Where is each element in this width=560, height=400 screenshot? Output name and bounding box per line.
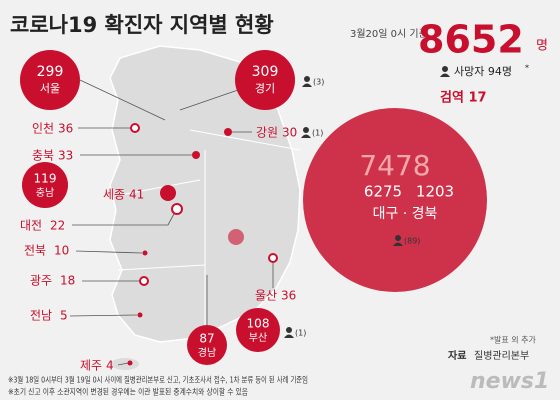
ulsan-dot <box>268 253 278 263</box>
quarantine: 검역 17 <box>440 90 487 106</box>
incheon-count: 36 <box>58 122 73 136</box>
basis: 3월20일 0시 기준 <box>350 28 428 40</box>
jeonnam-dot <box>137 312 143 318</box>
chungbuk-name: 충북 <box>32 149 54 163</box>
chungbuk-dot <box>192 151 200 159</box>
incheon-dot <box>130 123 140 133</box>
seoul-name: 서울 <box>40 82 60 95</box>
daejeon-count: 22 <box>50 219 65 233</box>
incheon-name: 인천 <box>32 121 54 136</box>
gyeongnam-circle <box>187 325 227 365</box>
chungnam-name: 충남 <box>36 187 54 199</box>
footnote: ※3월 18일 0시부터 3월 19일 0시 사이에 질병관리본부로 신고, 기… <box>8 375 308 385</box>
busan-count: 108 <box>247 317 270 331</box>
daegu-count: 6275 <box>364 183 402 201</box>
leader <box>69 314 138 317</box>
leader <box>72 211 176 226</box>
daegu-gyeongbuk-circle <box>303 108 487 292</box>
gyeongbuk-count: 1203 <box>416 183 454 201</box>
sejong-dot <box>160 185 176 201</box>
deaths-note: * <box>525 64 529 73</box>
gwangju-count: 18 <box>60 274 75 288</box>
jeonbuk-count: 10 <box>54 244 69 258</box>
leader <box>75 250 143 254</box>
gyeonggi-circle <box>235 50 295 110</box>
person-icon <box>302 76 312 87</box>
jeju-count: 4 <box>106 359 114 373</box>
source-name: 질병관리본부 <box>474 350 529 362</box>
gwangju-dot <box>139 276 149 286</box>
province-border <box>119 179 201 196</box>
person-icon <box>301 127 311 138</box>
gyeongnam-count: 87 <box>199 332 214 346</box>
title: 코로나19 확진자 지역별 현황 <box>10 13 274 37</box>
person-icon <box>284 327 294 338</box>
leader <box>117 362 129 366</box>
dg-deaths: (89) <box>404 237 420 246</box>
daejeon-dot <box>171 203 183 215</box>
deaths: 사망자 94명 <box>454 65 512 78</box>
jeonnam-name: 전남 <box>30 309 52 323</box>
note: *발표 외 추가 <box>490 335 537 345</box>
leader <box>79 79 166 121</box>
province-border <box>117 264 206 271</box>
seoul-count: 299 <box>37 64 64 80</box>
sejong-count: 41 <box>129 188 144 202</box>
ulsan-name: 울산 <box>255 289 277 303</box>
busan-name: 부산 <box>249 332 267 344</box>
daejeon-name: 대전 <box>20 219 42 233</box>
dg-label: 대구 · 경북 <box>373 206 438 222</box>
dg-total: 7478 <box>359 149 430 182</box>
jeonbuk-dot <box>142 250 148 256</box>
total-unit: 명 <box>536 39 548 54</box>
gyeonggi-name: 경기 <box>255 82 275 95</box>
chungnam-count: 119 <box>34 172 57 186</box>
busan-circle <box>236 308 280 352</box>
gwangju-name: 광주 <box>30 274 52 288</box>
gyeonggi-deaths: (3) <box>313 78 324 87</box>
gangwon-name: 강원 <box>256 126 278 140</box>
daegu-dot <box>228 229 244 245</box>
chungbuk-count: 33 <box>58 149 73 163</box>
seoul-circle <box>20 50 80 110</box>
jeonbuk-name: 전북 <box>24 244 46 258</box>
leader <box>179 89 239 111</box>
total: 8652 <box>418 18 524 62</box>
gangwon-count: 30 <box>282 126 297 140</box>
jeonnam-count: 5 <box>60 309 68 323</box>
province-border <box>189 129 301 151</box>
source-label: 자료 <box>448 349 466 362</box>
sejong-name: 세종 <box>103 188 125 202</box>
jeju-name: 제주 <box>80 359 102 373</box>
gyeonggi-count: 309 <box>252 64 279 80</box>
gangwon-deaths: (1) <box>312 129 323 138</box>
gyeongnam-name: 경남 <box>198 346 216 359</box>
logo: news1 <box>470 369 549 394</box>
ulsan-count: 36 <box>281 289 296 303</box>
person-icon <box>440 66 450 77</box>
chungnam-circle <box>22 162 68 208</box>
gangwon-dot <box>224 128 232 136</box>
busan-deaths: (1) <box>295 329 306 338</box>
jeju-dot <box>127 360 133 366</box>
footnote: ※초기 신고 이후 소관지역이 변경된 경우에는 이관 발표된 중계수치와 상이… <box>8 387 248 397</box>
